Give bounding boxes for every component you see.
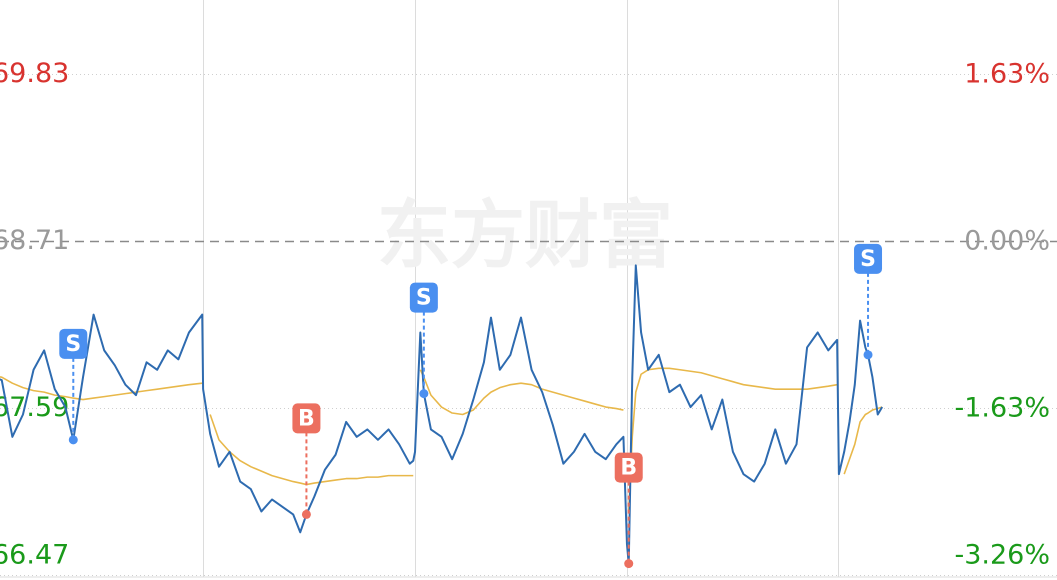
trade-marker: S — [854, 243, 883, 360]
marker-label: B — [620, 456, 637, 481]
marker-badge — [854, 243, 883, 274]
y2-tick-label: -1.63% — [954, 392, 1050, 423]
marker-badge — [409, 282, 438, 313]
marker-badge — [59, 328, 88, 359]
trade-marker: B — [292, 403, 321, 519]
marker-label: S — [65, 332, 81, 357]
marker-badge — [614, 452, 643, 483]
y2-tick-label: 1.63% — [964, 58, 1050, 89]
marker-point — [863, 350, 873, 360]
day-separators — [203, 0, 839, 577]
y2-tick-label: 0.00% — [964, 225, 1050, 256]
marker-point — [419, 389, 429, 399]
trade-marker: S — [409, 282, 438, 399]
marker-point — [301, 509, 311, 519]
marker-badge — [292, 403, 321, 434]
y-tick-label: 67.59 — [0, 392, 69, 423]
y2-tick-label: -3.26% — [954, 540, 1050, 571]
y-tick-label: 68.71 — [0, 225, 69, 256]
series-line — [0, 264, 884, 565]
marker-point — [68, 435, 78, 445]
watermark: 东方财富 — [377, 193, 673, 279]
marker-label: B — [298, 406, 315, 431]
marker-label: S — [860, 247, 876, 272]
marker-point — [624, 559, 634, 569]
trade-marker: S — [59, 328, 88, 445]
series-line — [0, 367, 883, 512]
y-tick-label: 69.83 — [0, 58, 69, 89]
marker-label: S — [416, 286, 432, 311]
y-tick-label: 66.47 — [0, 540, 69, 571]
trade-marker: B — [614, 452, 643, 569]
